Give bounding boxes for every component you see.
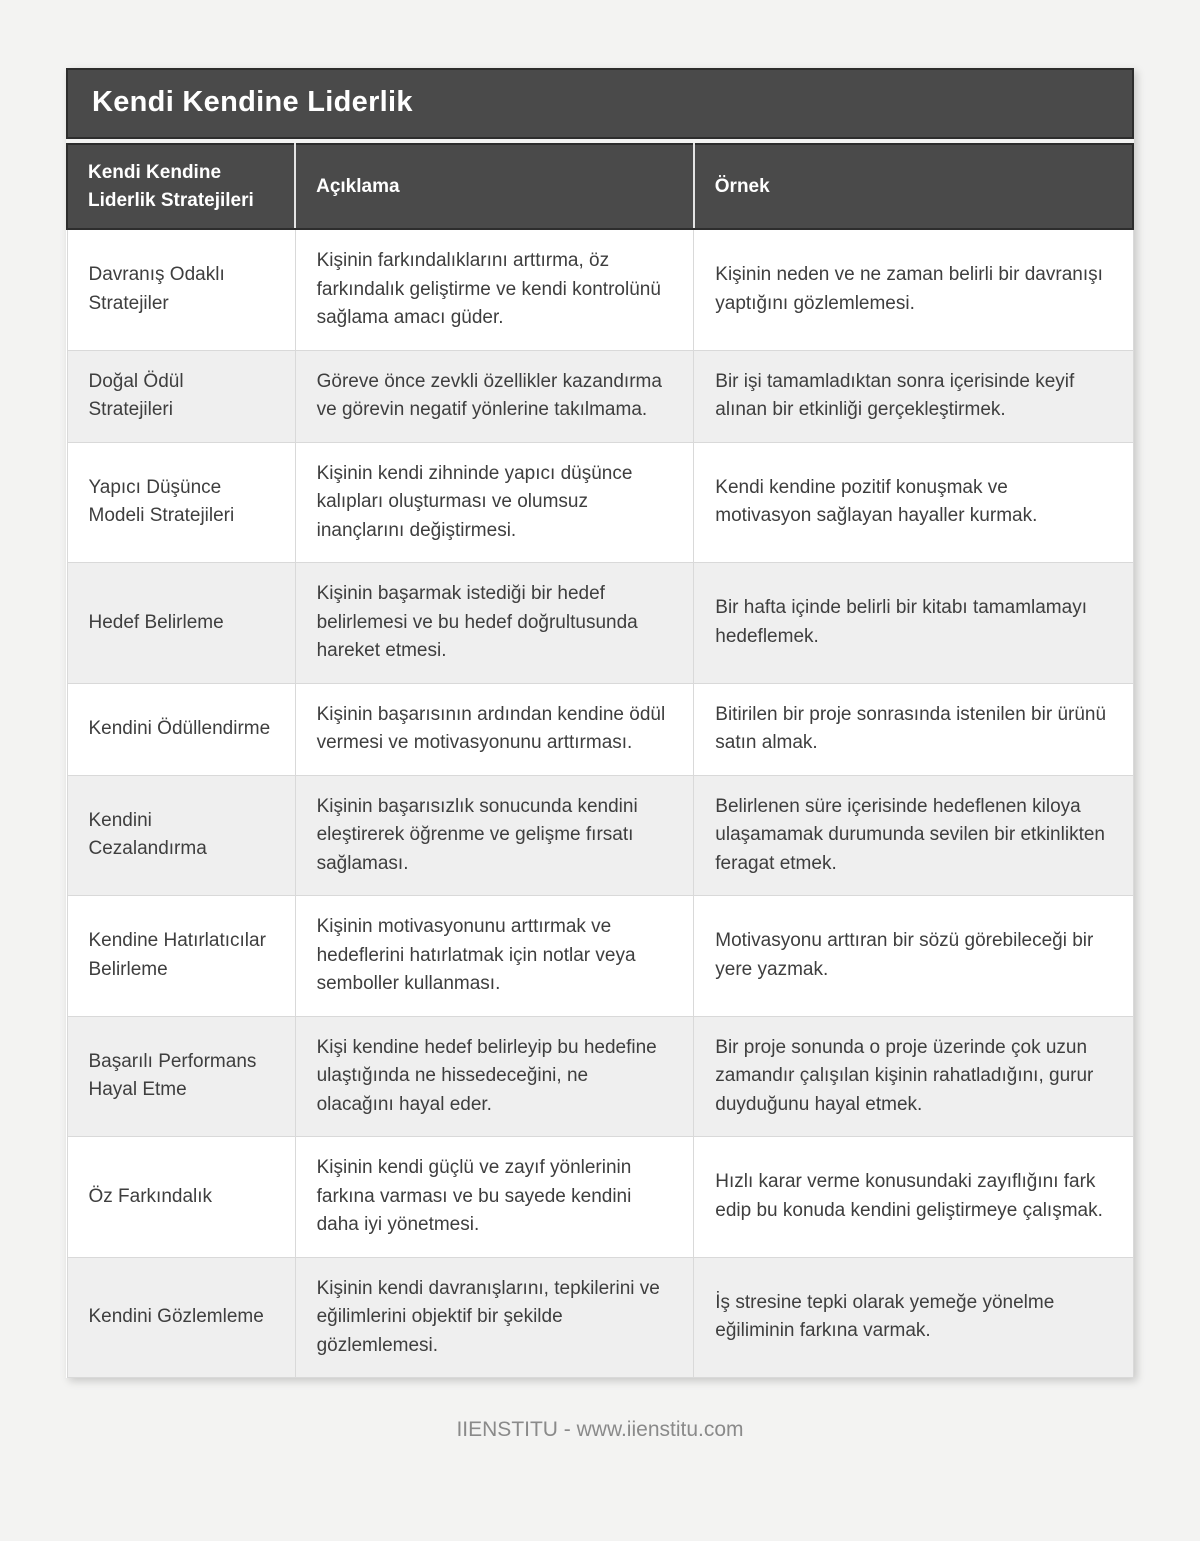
table-row: Doğal Ödül Stratejileri Göreve önce zevkl…: [66, 349, 1134, 443]
cell-example: Kişinin neden ve ne zaman belirli bir da…: [693, 228, 1134, 351]
column-header-description: Açıklama: [294, 142, 695, 231]
column-header-strategies: Kendi Kendine Liderlik Stratejileri: [65, 142, 297, 231]
table-header: Kendi Kendine Liderlik Stratejileri Açık…: [65, 142, 1135, 231]
table-body: Davranış Odaklı Stratejiler Kişinin farkı…: [66, 228, 1134, 1379]
table-row: Kendini Cezalandırma Kişinin başarısızlık…: [66, 774, 1134, 897]
cell-strategy: Kendine Hatırlatıcılar Belirleme: [66, 895, 296, 1017]
cell-description: Kişinin kendi davranışlarını, tepkilerin…: [294, 1256, 695, 1379]
cell-strategy: Hedef Belirleme: [66, 562, 296, 684]
table-row: Yapıcı Düşünce Modeli Stratejileri Kişini…: [66, 441, 1134, 564]
column-header-example: Örnek: [692, 142, 1135, 231]
cell-strategy: Kendini Cezalandırma: [66, 774, 296, 897]
table-row: Kendini Gözlemleme Kişinin kendi davranış…: [66, 1256, 1134, 1379]
cell-example: Bir hafta içinde belirli bir kitabı tama…: [693, 562, 1134, 684]
cell-description: Kişinin başarısızlık sonucunda kendini e…: [294, 774, 695, 897]
cell-example: Kendi kendine pozitif konuşmak ve motiva…: [693, 441, 1134, 564]
cell-strategy: Yapıcı Düşünce Modeli Stratejileri: [66, 441, 296, 564]
cell-strategy: Başarılı Performans Hayal Etme: [66, 1015, 296, 1138]
cell-strategy: Kendini Gözlemleme: [66, 1256, 296, 1379]
title-bar: Kendi Kendine Liderlik: [66, 68, 1134, 139]
cell-example: Motivasyonu arttıran bir sözü görebilece…: [693, 895, 1134, 1017]
table-card: Kendi Kendine Liderlik Kendi Kendine Lid…: [65, 68, 1135, 1379]
table-row: Kendini Ödüllendirme Kişinin başarısının …: [66, 682, 1134, 776]
cell-example: Hızlı karar verme konusundaki zayıflığın…: [693, 1136, 1134, 1258]
cell-description: Kişinin farkındalıklarını arttırma, öz f…: [294, 228, 695, 351]
header-row: Kendi Kendine Liderlik Stratejileri Açık…: [65, 142, 1135, 231]
table-row: Başarılı Performans Hayal Etme Kişi kendi…: [66, 1015, 1134, 1138]
cell-example: Bir proje sonunda o proje üzerinde çok u…: [693, 1015, 1134, 1138]
cell-example: İş stresine tepki olarak yemeğe yönelme …: [693, 1256, 1134, 1379]
table-row: Öz Farkındalık Kişinin kendi güçlü ve zay…: [66, 1136, 1134, 1258]
cell-description: Kişinin başarmak istediği bir hedef beli…: [294, 562, 695, 684]
cell-strategy: Öz Farkındalık: [66, 1136, 296, 1258]
cell-description: Göreve önce zevkli özellikler kazandırma…: [294, 349, 695, 443]
cell-description: Kişinin motivasyonunu arttırmak ve hedef…: [294, 895, 695, 1017]
self-leadership-table: Kendi Kendine Liderlik Stratejileri Açık…: [65, 142, 1135, 1379]
table-row: Kendine Hatırlatıcılar Belirleme Kişinin …: [66, 895, 1134, 1017]
page-title: Kendi Kendine Liderlik: [92, 86, 413, 118]
cell-example: Belirlenen süre içerisinde hedeflenen ki…: [693, 774, 1134, 897]
cell-example: Bitirilen bir proje sonrasında istenilen…: [693, 682, 1134, 776]
table-row: Hedef Belirleme Kişinin başarmak istediği…: [66, 562, 1134, 684]
cell-description: Kişinin başarısının ardından kendine ödü…: [294, 682, 695, 776]
cell-description: Kişinin kendi güçlü ve zayıf yönlerinin …: [294, 1136, 695, 1258]
cell-description: Kişinin kendi zihninde yapıcı düşünce ka…: [294, 441, 695, 564]
cell-strategy: Kendini Ödüllendirme: [66, 682, 296, 776]
table-row: Davranış Odaklı Stratejiler Kişinin farkı…: [66, 228, 1134, 351]
footer-credit: IIENSTITU - www.iienstitu.com: [456, 1418, 744, 1442]
cell-example: Bir işi tamamladıktan sonra içerisinde k…: [693, 349, 1134, 443]
cell-strategy: Doğal Ödül Stratejileri: [66, 349, 296, 443]
cell-description: Kişi kendine hedef belirleyip bu hedefin…: [294, 1015, 695, 1138]
cell-strategy: Davranış Odaklı Stratejiler: [66, 228, 296, 351]
